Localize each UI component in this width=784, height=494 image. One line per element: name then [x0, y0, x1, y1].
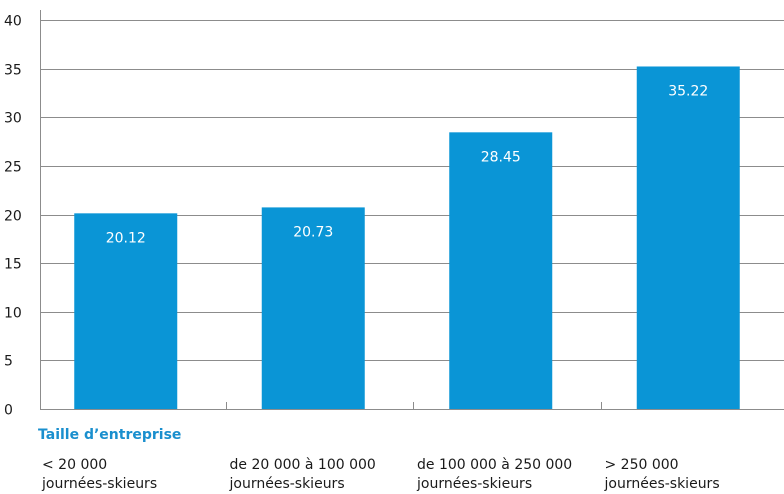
bar — [636, 66, 740, 409]
bar-value-label: 35.22 — [668, 83, 708, 99]
bar-value-label: 28.45 — [481, 149, 521, 165]
category-label: > 250 000 — [605, 457, 679, 473]
category-label: de 20 000 à 100 000 — [230, 457, 376, 473]
category-label: journées-skieurs — [41, 476, 157, 492]
x-axis-title: Taille d’entreprise — [38, 427, 181, 443]
y-tick-label: 20 — [4, 209, 22, 225]
category-label: journées-skieurs — [604, 476, 720, 492]
bar-value-label: 20.73 — [293, 224, 333, 240]
y-tick-label: 10 — [4, 306, 22, 322]
bar — [74, 213, 178, 409]
category-labels: < 20 000 journées-skieurs de 20 000 à 100 … — [41, 457, 720, 492]
category-label: < 20 000 — [42, 457, 107, 473]
y-tick-label: 0 — [4, 403, 13, 419]
bar-value-label: 20.12 — [106, 230, 146, 246]
bar — [261, 207, 365, 409]
x-axis — [40, 10, 784, 410]
y-tick-label: 5 — [4, 354, 13, 370]
bars: 20.12 20.73 28.45 35.22 — [74, 66, 740, 410]
y-tick-label: 25 — [4, 160, 22, 176]
y-tick-label: 15 — [4, 257, 22, 273]
category-label: de 100 000 à 250 000 — [417, 457, 572, 473]
y-tick-label: 35 — [4, 63, 22, 79]
category-label: journées-skieurs — [229, 476, 345, 492]
y-tick-label: 40 — [4, 14, 22, 30]
y-axis-tick-labels: 0 5 10 15 20 25 30 35 40 — [4, 14, 22, 419]
category-label: journées-skieurs — [416, 476, 532, 492]
y-tick-label: 30 — [4, 111, 22, 127]
bar — [449, 132, 553, 410]
